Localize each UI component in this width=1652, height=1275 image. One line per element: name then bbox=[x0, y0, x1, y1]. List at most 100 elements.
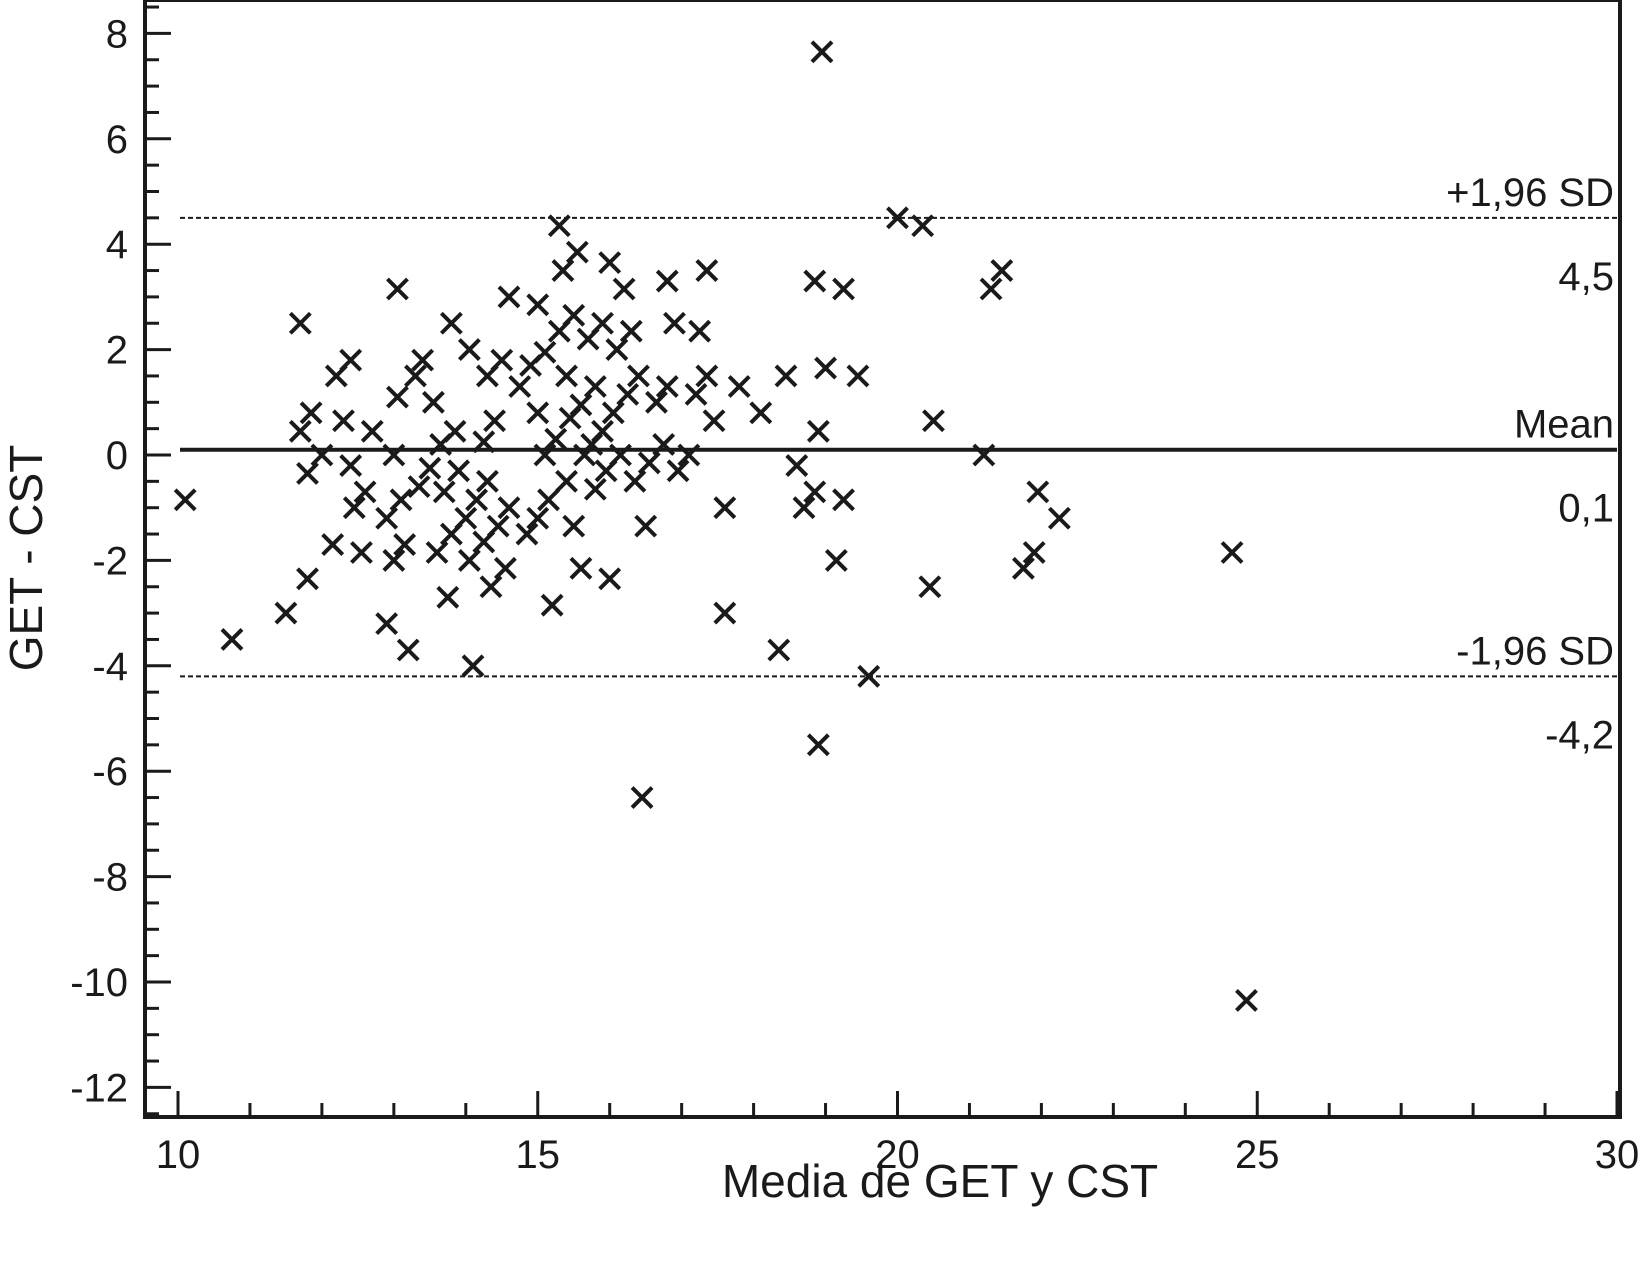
data-point bbox=[533, 340, 557, 364]
data-point bbox=[1026, 480, 1050, 504]
data-point bbox=[630, 786, 654, 809]
data-point bbox=[663, 311, 686, 335]
data-point bbox=[296, 567, 319, 591]
reference-line-value: 4,5 bbox=[1558, 255, 1614, 299]
reference-line-value: -4,2 bbox=[1545, 713, 1614, 757]
data-point bbox=[382, 443, 406, 467]
data-point bbox=[1220, 541, 1244, 564]
data-point bbox=[526, 293, 550, 317]
x-tick-label: 30 bbox=[1595, 1133, 1640, 1177]
data-point bbox=[537, 488, 560, 512]
data-point bbox=[605, 338, 629, 362]
data-point bbox=[569, 556, 593, 580]
data-point bbox=[972, 443, 996, 467]
data-point bbox=[803, 480, 827, 504]
data-point bbox=[533, 443, 557, 467]
data-point bbox=[288, 419, 312, 443]
data-point bbox=[353, 480, 377, 504]
y-tick-label: 0 bbox=[106, 434, 128, 478]
data-point bbox=[591, 311, 614, 335]
data-point bbox=[886, 206, 909, 230]
data-point bbox=[677, 443, 701, 467]
data-point bbox=[418, 456, 442, 480]
data-point bbox=[598, 567, 622, 591]
reference-line-label: -1,96 SD bbox=[1456, 629, 1614, 673]
data-point bbox=[393, 533, 417, 557]
data-point bbox=[342, 496, 366, 520]
data-point bbox=[472, 430, 496, 454]
data-point bbox=[411, 348, 435, 372]
data-point bbox=[612, 277, 636, 301]
data-point bbox=[749, 401, 773, 425]
data-point bbox=[619, 319, 643, 343]
data-point bbox=[396, 638, 420, 662]
x-axis-label: Media de GET y CST bbox=[722, 1155, 1158, 1207]
x-tick-label: 25 bbox=[1235, 1133, 1280, 1177]
data-point bbox=[569, 393, 593, 417]
data-point bbox=[713, 496, 737, 520]
data-point bbox=[457, 338, 481, 362]
data-point bbox=[436, 585, 460, 609]
x-tick-label: 10 bbox=[156, 1133, 201, 1177]
data-point bbox=[386, 385, 409, 409]
data-point bbox=[544, 427, 568, 451]
data-point bbox=[637, 451, 661, 475]
data-point bbox=[713, 601, 737, 625]
data-point bbox=[814, 356, 837, 380]
data-point bbox=[425, 541, 449, 564]
data-point bbox=[360, 419, 384, 443]
data-point bbox=[490, 348, 514, 372]
data-point bbox=[911, 214, 935, 238]
data-point bbox=[375, 506, 399, 530]
data-point bbox=[526, 401, 550, 425]
data-point bbox=[785, 454, 809, 477]
reference-lines: +1,96 SD 4,5 Mean 0,1 -1,96 SD -4,2 bbox=[180, 171, 1617, 757]
data-points bbox=[173, 40, 1258, 1012]
data-point bbox=[562, 514, 586, 538]
data-point bbox=[454, 506, 478, 530]
x-axis: 10 15 20 25 30 bbox=[156, 1091, 1640, 1177]
data-point bbox=[562, 303, 586, 327]
x-tick-label: 20 bbox=[875, 1133, 920, 1177]
data-point bbox=[565, 240, 589, 264]
data-point bbox=[493, 556, 517, 580]
data-point bbox=[555, 364, 578, 388]
data-point bbox=[727, 375, 751, 398]
x-tick-label: 15 bbox=[516, 1133, 561, 1177]
data-point bbox=[443, 419, 467, 443]
data-point bbox=[634, 514, 658, 538]
data-point bbox=[979, 277, 1003, 301]
data-point bbox=[497, 496, 521, 520]
data-point bbox=[695, 364, 719, 388]
data-point bbox=[627, 364, 650, 388]
y-tick-label: -6 bbox=[92, 750, 128, 794]
data-point bbox=[810, 40, 834, 64]
reference-line-value: 0,1 bbox=[1558, 487, 1614, 531]
data-point bbox=[806, 419, 830, 443]
data-point bbox=[350, 541, 373, 564]
data-point bbox=[555, 469, 578, 493]
y-tick-label: 6 bbox=[106, 118, 128, 162]
y-tick-label: -4 bbox=[92, 645, 128, 689]
data-point bbox=[457, 548, 481, 572]
data-point bbox=[389, 488, 413, 512]
data-point bbox=[1011, 556, 1035, 580]
data-point bbox=[609, 443, 632, 467]
data-point bbox=[591, 419, 614, 443]
data-point bbox=[220, 628, 244, 651]
data-point bbox=[497, 285, 521, 309]
data-point bbox=[774, 364, 798, 388]
data-point bbox=[1022, 541, 1046, 564]
data-point bbox=[792, 496, 816, 520]
data-point bbox=[310, 443, 334, 467]
y-tick-label: 8 bbox=[106, 12, 128, 56]
data-point bbox=[1047, 506, 1071, 530]
data-point bbox=[407, 475, 431, 499]
data-point bbox=[806, 733, 830, 757]
data-point bbox=[846, 364, 870, 388]
data-point bbox=[526, 506, 550, 530]
data-point bbox=[432, 480, 456, 504]
y-tick-label: -12 bbox=[70, 1066, 128, 1110]
